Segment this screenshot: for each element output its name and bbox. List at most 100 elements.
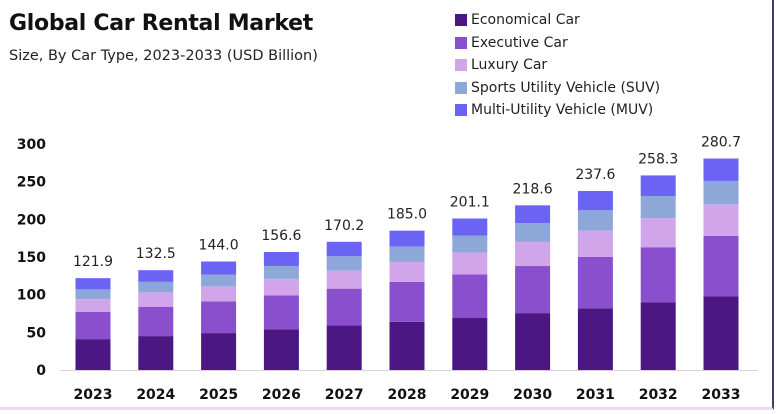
total-value-label: 185.0 (387, 207, 427, 223)
bar-segment-luxury-car (515, 241, 551, 267)
bar-segment-economical-car (138, 336, 174, 370)
chart-subtitle: Size, By Car Type, 2023-2033 (USD Billio… (9, 48, 318, 64)
bar-segment-luxury-car (703, 204, 739, 236)
y-tick-label: 0 (36, 363, 46, 379)
bar-segment-economical-car (75, 339, 111, 370)
legend-swatch-executive-car (455, 36, 467, 49)
legend-label: Luxury Car (471, 57, 548, 74)
legend-item-suv: Sports Utility Vehicle (SUV) (455, 77, 660, 100)
bar-segment-luxury-car (138, 292, 174, 307)
total-value-label: 156.6 (261, 228, 301, 244)
bar-segment-economical-car (263, 329, 299, 370)
bar-segment-luxury-car (201, 286, 237, 302)
y-tick-label: 200 (17, 212, 46, 228)
bar-stack-2030 (515, 205, 551, 370)
bar-segment-sports-utility-vehicle-suv (75, 289, 111, 300)
bar-stack-2023 (75, 278, 111, 370)
bar-segment-executive-car (263, 295, 299, 330)
bar-segment-economical-car (515, 313, 551, 370)
bar-segment-executive-car (75, 311, 111, 340)
bar-segment-luxury-car (389, 261, 425, 282)
bar-segment-luxury-car (263, 278, 299, 296)
legend-label: Executive Car (471, 34, 568, 51)
y-tick-label: 300 (17, 137, 46, 153)
bar-segment-executive-car (326, 288, 362, 326)
legend-label: Economical Car (471, 12, 580, 29)
bar-segment-sports-utility-vehicle-suv (515, 223, 551, 242)
bar-segment-sports-utility-vehicle-suv (263, 266, 299, 279)
bar-segment-luxury-car (577, 230, 613, 257)
bar-segment-economical-car (577, 308, 613, 370)
x-tick-label: 2027 (325, 387, 364, 403)
bar-segment-executive-car (138, 306, 174, 337)
bar-segment-sports-utility-vehicle-suv (452, 235, 488, 253)
bar-segment-luxury-car (452, 252, 488, 275)
total-value-label: 170.2 (324, 218, 364, 234)
bar-stack-2029 (452, 218, 488, 370)
x-tick-label: 2029 (450, 387, 489, 403)
bar-segment-luxury-car (75, 299, 111, 312)
bar-stack-2031 (577, 191, 613, 370)
legend-swatch-muv (455, 104, 467, 117)
bar-segment-economical-car (389, 321, 425, 370)
bar-segment-executive-car (201, 301, 237, 334)
bar-segment-multi-utility-vehicle-muv (515, 205, 551, 224)
y-tick-label: 250 (17, 175, 46, 191)
y-axis: 0 50 100 150 200 250 300 (17, 137, 46, 379)
bar-segment-executive-car (703, 235, 739, 297)
bar-segment-economical-car (640, 302, 676, 370)
bars (75, 158, 739, 370)
bar-segment-multi-utility-vehicle-muv (640, 175, 676, 196)
bar-segment-executive-car (577, 257, 613, 309)
chart-title: Global Car Rental Market (9, 11, 313, 36)
x-tick-label: 2030 (513, 387, 552, 403)
legend-item-muv: Multi-Utility Vehicle (MUV) (455, 99, 660, 122)
bar-segment-executive-car (515, 266, 551, 314)
bar-stack-2024 (138, 270, 174, 370)
legend-item-economical-car: Economical Car (455, 9, 660, 32)
bar-segment-sports-utility-vehicle-suv (201, 274, 237, 287)
total-value-label: 280.7 (701, 135, 741, 151)
y-tick-label: 100 (17, 288, 46, 304)
bar-segment-economical-car (201, 333, 237, 370)
x-tick-label: 2031 (576, 387, 615, 403)
bar-segment-executive-car (452, 274, 488, 318)
legend-label: Multi-Utility Vehicle (MUV) (471, 102, 654, 119)
bar-stack-2032 (640, 175, 676, 370)
bar-stack-2025 (201, 261, 237, 370)
bar-segment-luxury-car (640, 218, 676, 248)
total-value-label: 121.9 (73, 254, 113, 270)
bar-segment-multi-utility-vehicle-muv (263, 252, 299, 267)
legend-swatch-suv (455, 81, 467, 94)
bar-segment-economical-car (452, 317, 488, 370)
bar-segment-multi-utility-vehicle-muv (201, 261, 237, 275)
bar-segment-sports-utility-vehicle-suv (138, 281, 174, 293)
bar-stack-2033 (703, 158, 739, 370)
bar-segment-multi-utility-vehicle-muv (452, 218, 488, 236)
x-tick-label: 2033 (702, 387, 741, 403)
bar-segment-multi-utility-vehicle-muv (326, 241, 362, 257)
legend-item-luxury-car: Luxury Car (455, 54, 660, 77)
bar-segment-sports-utility-vehicle-suv (389, 246, 425, 262)
bar-segment-multi-utility-vehicle-muv (703, 158, 739, 181)
total-value-label: 144.0 (199, 238, 239, 254)
bar-segment-multi-utility-vehicle-muv (577, 191, 613, 211)
bar-segment-multi-utility-vehicle-muv (389, 230, 425, 247)
legend-item-executive-car: Executive Car (455, 32, 660, 55)
bar-segment-multi-utility-vehicle-muv (138, 270, 174, 282)
x-tick-label: 2028 (388, 387, 427, 403)
legend: Economical Car Executive Car Luxury Car … (455, 9, 660, 122)
bar-stack-2028 (389, 230, 425, 370)
y-tick-label: 50 (27, 325, 47, 341)
total-value-label: 218.6 (513, 181, 553, 197)
total-value-label: 258.3 (638, 151, 678, 167)
total-labels: 121.9 132.5 144.0 156.6 170.2 185.0 201.1 218.6… (73, 135, 741, 271)
total-value-label: 132.5 (136, 246, 176, 262)
bar-segment-executive-car (389, 281, 425, 322)
bar-segment-luxury-car (326, 270, 362, 289)
bar-segment-multi-utility-vehicle-muv (75, 278, 111, 290)
bar-segment-sports-utility-vehicle-suv (326, 256, 362, 271)
legend-swatch-luxury-car (455, 59, 467, 72)
